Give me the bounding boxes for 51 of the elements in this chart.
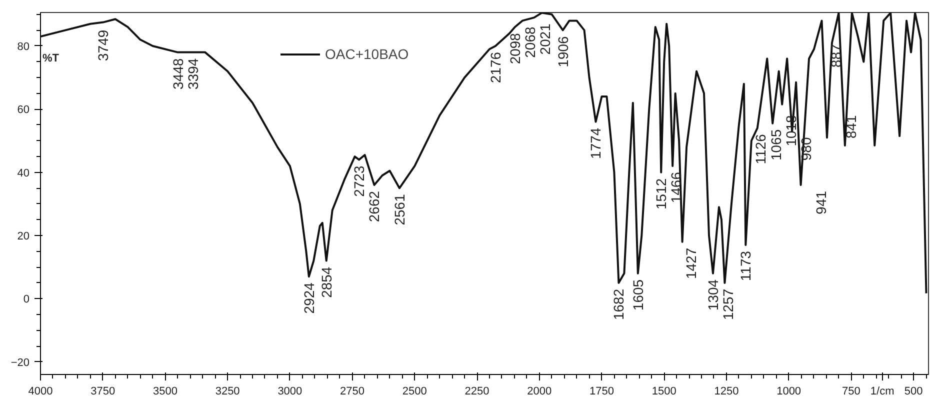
y-tick-label: 20 [17, 230, 30, 243]
annotation: 980 [798, 137, 814, 161]
x-tick-label: 4000 [28, 386, 53, 398]
annotation: 1466 [668, 172, 684, 204]
x-tick-label: 1500 [652, 386, 676, 398]
legend-label: OAC+10BAO [325, 46, 409, 62]
annotation: 2924 [300, 282, 317, 314]
annotation: 1682 [610, 288, 627, 320]
x-axis-title: 1/cm [870, 386, 894, 398]
annotation: 1605 [630, 279, 646, 311]
annotation: 2068 [522, 26, 538, 58]
annotation: 941 [812, 190, 829, 214]
x-tick-label: 2500 [402, 386, 427, 398]
annotation: 3448 [170, 58, 186, 90]
annotation: 1257 [720, 288, 736, 320]
y-tick-label: 80 [17, 40, 30, 53]
y-axis-title: %T [42, 52, 60, 64]
x-tick-label: 2000 [527, 386, 552, 398]
annotation: 2021 [537, 23, 554, 55]
annotation: 3394 [185, 58, 202, 90]
annotation: 1065 [768, 129, 784, 161]
annotation: 1906 [554, 36, 571, 68]
annotation: 1126 [752, 134, 769, 164]
annotation: 1427 [683, 248, 700, 279]
annotation: 2662 [366, 190, 382, 222]
annotation: 3749 [95, 30, 112, 62]
annotation: 1774 [588, 128, 604, 159]
x-tick-label: 2750 [340, 386, 365, 398]
x-tick-label: 1750 [590, 386, 614, 398]
annotation: 841 [843, 114, 860, 139]
annotation: 2561 [391, 194, 408, 226]
x-tick-label: 2250 [464, 386, 490, 398]
y-tick-label: −20 [10, 356, 30, 369]
x-tick-label: 3500 [152, 386, 178, 398]
annotation: 1512 [653, 178, 670, 210]
annotation: 2854 [318, 266, 334, 298]
y-tick-label: 60 [17, 104, 30, 116]
x-tick-label: 500 [904, 386, 923, 398]
annotation: 1173 [738, 250, 754, 282]
annotation: 2098 [506, 32, 523, 64]
x-tick-label: 1000 [776, 386, 802, 398]
x-tick-label: 1250 [714, 386, 739, 398]
annotation: 2176 [487, 52, 504, 84]
x-tick-label: 750 [842, 386, 860, 398]
y-tick-label: 40 [17, 167, 30, 180]
x-tick-label: 3250 [215, 386, 240, 398]
annotation: 1304 [704, 279, 721, 311]
y-tick-label: 0 [23, 294, 30, 306]
annotation: 2723 [351, 165, 368, 197]
x-tick-label: 3750 [90, 386, 116, 398]
x-tick-label: 3000 [278, 386, 302, 398]
